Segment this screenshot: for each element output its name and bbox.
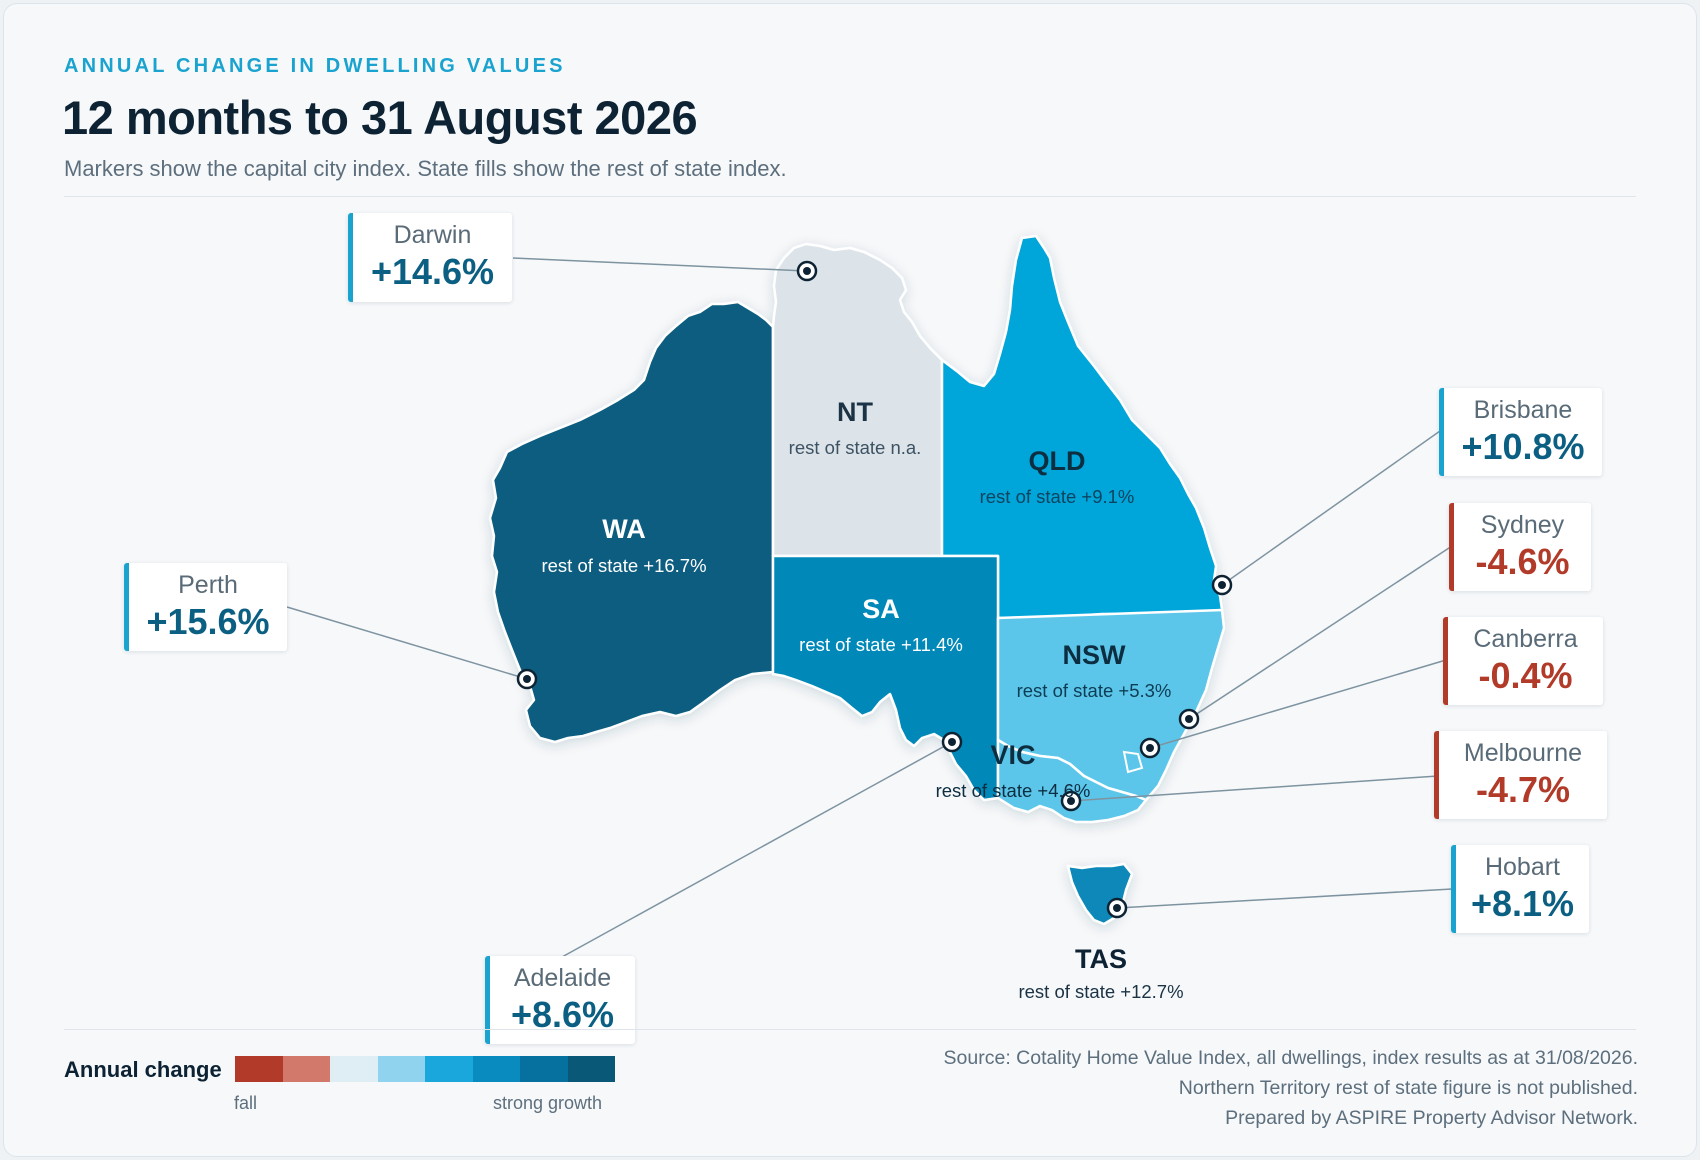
state-label-nsw: NSW — [1063, 640, 1127, 670]
footer-divider — [64, 1029, 1636, 1030]
callout-value: -0.4% — [1478, 655, 1573, 696]
callout-value: -4.6% — [1475, 541, 1570, 582]
source-line: Source: Cotality Home Value Index, all d… — [943, 1047, 1638, 1069]
legend-low-label: fall — [234, 1093, 258, 1113]
callout-darwin[interactable]: Darwin +14.6% — [348, 213, 512, 302]
state-label-vic: VIC — [990, 740, 1035, 770]
callout-perth[interactable]: Perth +15.6% — [124, 563, 287, 651]
state-sa[interactable] — [771, 554, 1000, 802]
state-label-nt: NT — [837, 397, 873, 427]
callout-city-name: Perth — [178, 571, 238, 599]
callout-value: +8.6% — [510, 994, 615, 1035]
prepared-by: Prepared by ASPIRE Property Advisor Netw… — [1225, 1107, 1638, 1129]
marker-canberra[interactable] — [1139, 737, 1161, 759]
state-sub-vic: rest of state +4.6% — [936, 780, 1091, 801]
header-divider — [64, 196, 1636, 197]
legend-swatch-2 — [282, 1056, 330, 1082]
state-label-qld: QLD — [1029, 446, 1086, 476]
callout-city-name: Canberra — [1473, 625, 1578, 653]
callout-city-name: Hobart — [1484, 853, 1561, 881]
state-sub-tas: rest of state +12.7% — [1018, 981, 1183, 1002]
callout-adelaide[interactable]: Adelaide +8.6% — [485, 956, 635, 1044]
state-label-wa: WA — [602, 514, 646, 544]
page-subtitle: Markers show the capital city index. Sta… — [64, 156, 787, 181]
source-notes: Source: Cotality Home Value Index, all d… — [738, 1043, 1638, 1133]
marker-adelaide[interactable] — [941, 731, 963, 753]
legend-swatch-6 — [472, 1056, 520, 1082]
callout-canberra[interactable]: Canberra -0.4% — [1443, 617, 1603, 705]
legend-swatch-8 — [567, 1056, 615, 1082]
callout-value: -4.7% — [1475, 769, 1571, 810]
callout-sydney[interactable]: Sydney -4.6% — [1449, 503, 1591, 591]
state-sub-nt: rest of state n.a. — [789, 437, 922, 458]
callout-value: +8.1% — [1470, 883, 1575, 924]
state-sub-sa: rest of state +11.4% — [799, 634, 963, 655]
callout-city-name: Darwin — [393, 221, 472, 249]
state-vic[interactable] — [996, 738, 1148, 824]
legend-swatch-1 — [235, 1056, 283, 1082]
legend-swatch-4 — [377, 1056, 425, 1082]
state-label-sa: SA — [862, 594, 900, 624]
city-markers — [516, 260, 1233, 919]
legend-swatch-7 — [520, 1056, 568, 1082]
callout-city-name: Sydney — [1480, 511, 1565, 539]
marker-brisbane[interactable] — [1211, 574, 1233, 596]
callout-value: +10.8% — [1461, 426, 1585, 467]
state-labels: WA rest of state +16.7% NT rest of state… — [541, 397, 1183, 1002]
source-note: Northern Territory rest of state figure … — [1178, 1077, 1638, 1099]
leader-lines — [286, 257, 1453, 958]
callout-melbourne[interactable]: Melbourne -4.7% — [1434, 731, 1607, 819]
legend-title: Annual change — [64, 1057, 222, 1082]
callout-brisbane[interactable]: Brisbane +10.8% — [1439, 388, 1602, 476]
eyebrow-label: ANNUAL CHANGE IN DWELLING VALUES — [64, 55, 566, 77]
marker-darwin[interactable] — [796, 260, 818, 282]
marker-sydney[interactable] — [1178, 708, 1200, 730]
act-outline — [1122, 750, 1144, 774]
legend-swatch-5 — [425, 1056, 473, 1082]
callout-city-name: Brisbane — [1473, 396, 1573, 424]
callout-city-name: Melbourne — [1463, 739, 1583, 767]
legend-color-scale — [235, 1056, 615, 1082]
state-sub-qld: rest of state +9.1% — [980, 486, 1135, 507]
legend-swatch-3 — [330, 1056, 378, 1082]
callout-hobart[interactable]: Hobart +8.1% — [1451, 845, 1589, 933]
state-wa[interactable] — [488, 300, 775, 744]
state-sub-nsw: rest of state +5.3% — [1017, 680, 1172, 701]
callout-city-name: Adelaide — [513, 964, 612, 992]
callout-value: +14.6% — [370, 251, 495, 292]
state-sub-wa: rest of state +16.7% — [541, 555, 706, 576]
page-title: 12 months to 31 August 2026 — [62, 91, 698, 144]
state-label-tas: TAS — [1075, 944, 1127, 974]
marker-melbourne[interactable] — [1060, 790, 1082, 812]
marker-hobart[interactable] — [1106, 897, 1128, 919]
legend-high-label: strong growth — [493, 1093, 603, 1113]
marker-perth[interactable] — [516, 668, 538, 690]
callout-value: +15.6% — [146, 601, 270, 642]
